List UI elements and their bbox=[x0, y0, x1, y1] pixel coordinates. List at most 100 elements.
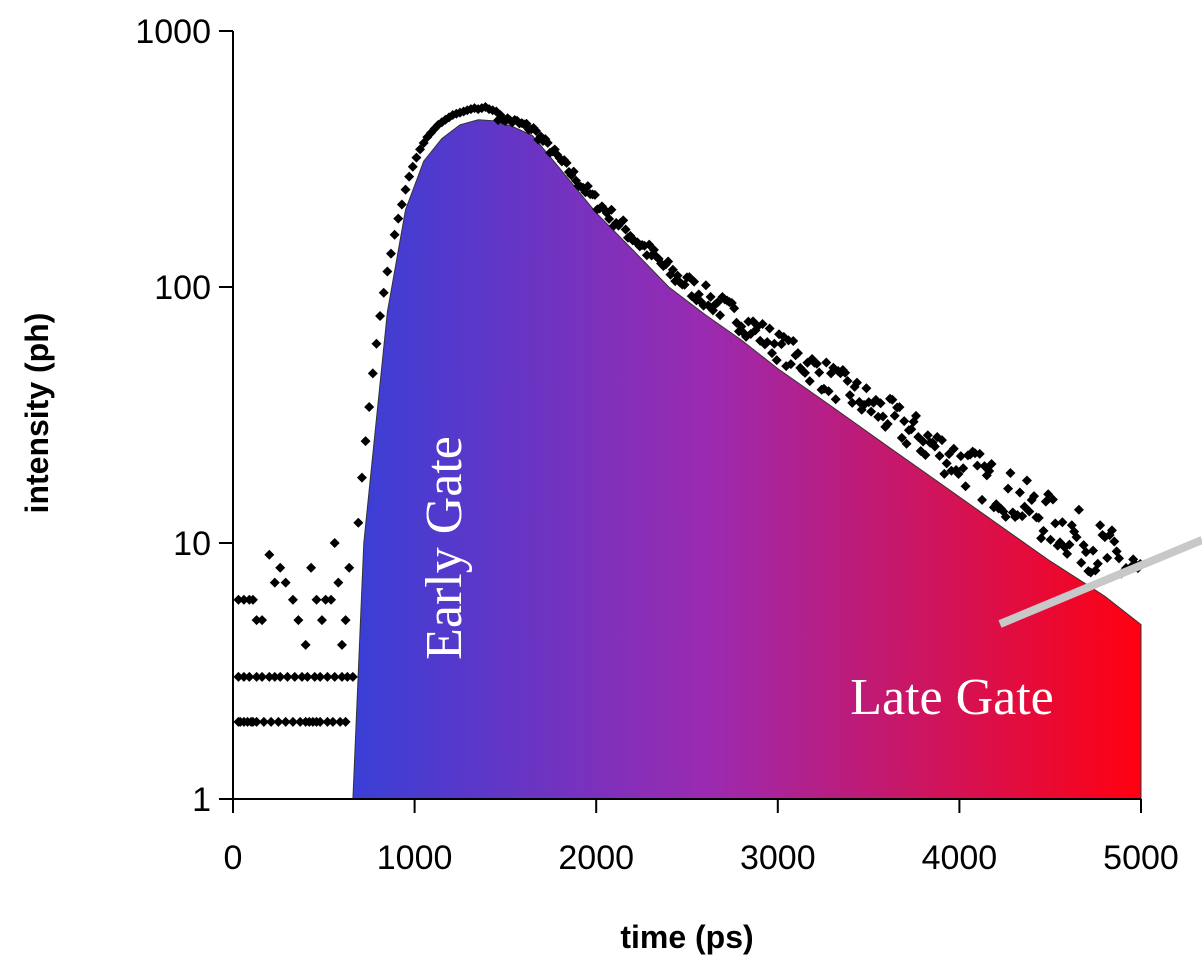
late-gate-pointer bbox=[998, 536, 1202, 628]
data-point bbox=[266, 716, 277, 727]
data-point bbox=[280, 716, 291, 727]
data-point bbox=[899, 416, 910, 427]
data-point bbox=[1050, 518, 1061, 529]
data-point bbox=[297, 671, 308, 682]
data-point bbox=[329, 671, 340, 682]
data-point bbox=[1088, 545, 1099, 556]
data-point bbox=[974, 448, 985, 459]
data-point bbox=[894, 402, 905, 413]
data-point bbox=[958, 463, 969, 474]
data-point bbox=[333, 577, 344, 588]
data-point bbox=[353, 517, 364, 528]
data-point bbox=[1014, 487, 1025, 498]
data-point bbox=[814, 367, 825, 378]
data-point bbox=[302, 671, 313, 682]
early-gate-label: Early Gate bbox=[416, 436, 473, 660]
data-point bbox=[821, 357, 832, 368]
y-axis-title: intensity (ph) bbox=[19, 313, 55, 514]
data-point bbox=[792, 348, 803, 359]
data-point bbox=[364, 401, 375, 412]
data-point bbox=[335, 716, 346, 727]
data-point bbox=[251, 671, 262, 682]
data-point bbox=[407, 161, 418, 172]
data-points bbox=[233, 101, 1146, 727]
data-point bbox=[340, 716, 351, 727]
data-point bbox=[663, 256, 674, 267]
data-point bbox=[1043, 489, 1054, 500]
data-point bbox=[901, 438, 912, 449]
y-axis: 1 10 100 1000 bbox=[135, 13, 234, 819]
data-point bbox=[344, 562, 355, 573]
data-point bbox=[604, 213, 615, 224]
data-point bbox=[1047, 494, 1058, 505]
data-point bbox=[264, 549, 275, 560]
y-tick-label: 1 bbox=[192, 781, 211, 819]
x-axis-title: time (ps) bbox=[620, 919, 753, 955]
data-point bbox=[689, 276, 700, 287]
data-point bbox=[275, 562, 286, 573]
data-point bbox=[336, 639, 347, 650]
data-point bbox=[1106, 525, 1117, 536]
data-point bbox=[347, 671, 358, 682]
data-point bbox=[618, 215, 629, 226]
data-point bbox=[889, 410, 900, 421]
data-point bbox=[1092, 558, 1103, 569]
data-point bbox=[336, 671, 347, 682]
data-point bbox=[257, 671, 268, 682]
data-point bbox=[1062, 548, 1073, 559]
data-point bbox=[393, 213, 404, 224]
data-point bbox=[875, 398, 886, 409]
data-point bbox=[247, 716, 258, 727]
data-point bbox=[960, 481, 971, 492]
data-point bbox=[667, 264, 678, 275]
data-point bbox=[882, 419, 893, 430]
data-point bbox=[385, 248, 396, 259]
data-point bbox=[342, 671, 353, 682]
data-point bbox=[1102, 552, 1113, 563]
data-point bbox=[311, 716, 322, 727]
data-point bbox=[378, 287, 389, 298]
data-point bbox=[1109, 536, 1120, 547]
x-tick-label: 2000 bbox=[558, 839, 634, 877]
data-point bbox=[1036, 533, 1047, 544]
data-point bbox=[769, 338, 780, 349]
data-point bbox=[304, 716, 315, 727]
data-point bbox=[847, 397, 858, 408]
data-point bbox=[238, 594, 249, 605]
data-point bbox=[1045, 534, 1056, 545]
y-tick-label: 10 bbox=[173, 525, 211, 563]
data-point bbox=[282, 671, 293, 682]
data-point bbox=[955, 451, 966, 462]
data-point bbox=[679, 279, 690, 290]
data-point bbox=[233, 594, 244, 605]
data-point bbox=[389, 229, 400, 240]
data-point bbox=[238, 671, 249, 682]
data-point bbox=[568, 166, 579, 177]
data-point bbox=[367, 368, 378, 379]
data-point bbox=[840, 367, 851, 378]
data-point bbox=[429, 123, 440, 134]
data-point bbox=[830, 394, 841, 405]
data-point bbox=[315, 671, 326, 682]
data-point bbox=[400, 184, 411, 195]
data-point bbox=[804, 376, 815, 387]
x-tick-label: 1000 bbox=[377, 839, 453, 877]
data-point bbox=[530, 125, 541, 136]
data-point bbox=[257, 615, 268, 626]
data-point bbox=[948, 443, 959, 454]
data-point bbox=[1071, 532, 1082, 543]
data-point bbox=[877, 411, 888, 422]
data-point bbox=[280, 577, 291, 588]
data-point bbox=[800, 367, 811, 378]
data-point bbox=[329, 538, 340, 548]
x-tick-label: 5000 bbox=[1103, 839, 1179, 877]
data-point bbox=[844, 390, 855, 401]
data-point bbox=[771, 355, 782, 366]
data-point bbox=[289, 671, 300, 682]
data-point bbox=[972, 460, 983, 471]
data-point bbox=[1003, 483, 1014, 494]
data-point bbox=[1000, 511, 1011, 522]
data-point bbox=[244, 671, 255, 682]
data-point bbox=[1095, 520, 1106, 531]
